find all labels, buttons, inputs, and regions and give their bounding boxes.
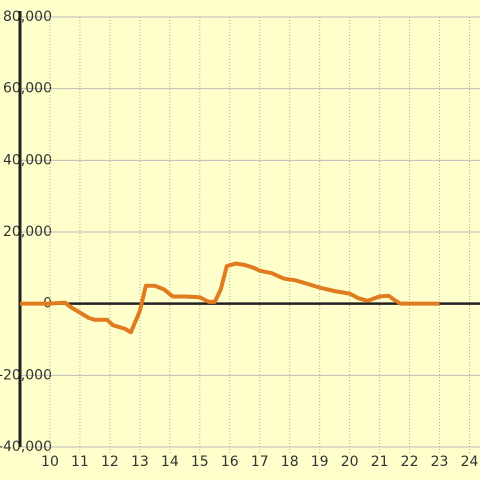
y-tick-label: 80,000 bbox=[3, 9, 52, 25]
x-tick-label: 12 bbox=[101, 454, 119, 470]
x-tick-label: 20 bbox=[341, 454, 359, 470]
x-tick-label: 23 bbox=[431, 454, 449, 470]
y-tick-label: 20,000 bbox=[3, 224, 52, 240]
x-tick-label: 21 bbox=[371, 454, 389, 470]
x-tick-label: 14 bbox=[161, 454, 179, 470]
x-tick-label: 24 bbox=[461, 454, 479, 470]
x-tick-label: 15 bbox=[191, 454, 209, 470]
x-tick-label: 11 bbox=[71, 454, 89, 470]
x-tick-label: 19 bbox=[311, 454, 329, 470]
y-tick-label: -40,000 bbox=[0, 439, 52, 455]
data-line bbox=[20, 261, 440, 335]
y-tick-label: -20,000 bbox=[0, 367, 52, 383]
y-tick-label: 40,000 bbox=[3, 152, 52, 168]
x-tick-label: 17 bbox=[251, 454, 269, 470]
x-tick-label: 22 bbox=[401, 454, 419, 470]
x-tick-label: 10 bbox=[41, 454, 59, 470]
x-tick-label: 18 bbox=[281, 454, 299, 470]
y-tick-label: 60,000 bbox=[3, 81, 52, 97]
x-tick-label: 16 bbox=[221, 454, 239, 470]
x-tick-label: 13 bbox=[131, 454, 149, 470]
